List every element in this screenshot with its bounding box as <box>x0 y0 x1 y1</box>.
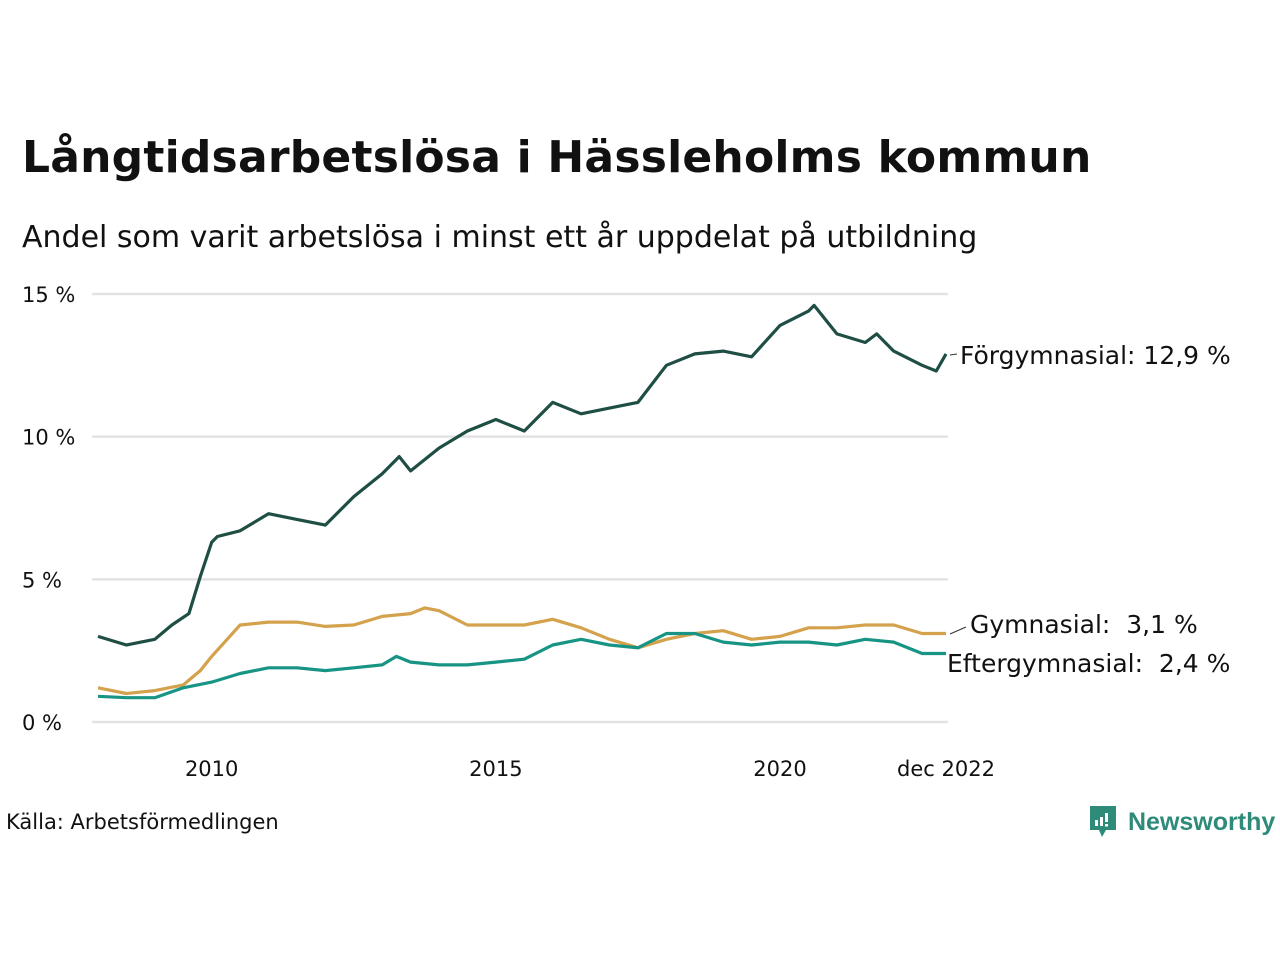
x-tick-label: 2015 <box>469 757 522 781</box>
newsworthy-logo: Newsworthy <box>1088 804 1275 840</box>
chart-title: Långtidsarbetslösa i Hässleholms kommun <box>22 132 1092 183</box>
label-connector <box>949 626 967 635</box>
series-end-label: Förgymnasial: 12,9 % <box>960 341 1231 370</box>
chart-subtitle: Andel som varit arbetslösa i minst ett å… <box>22 220 978 255</box>
series-line-förgymnasial <box>97 303 948 647</box>
series-end-label: Eftergymnasial: 2,4 % <box>947 649 1230 678</box>
y-tick-label: 15 % <box>22 283 75 307</box>
y-tick-label: 10 % <box>22 426 75 450</box>
source-note: Källa: Arbetsförmedlingen <box>6 810 279 834</box>
series-line-gymnasial <box>97 606 946 696</box>
y-tick-label: 5 % <box>22 568 62 592</box>
x-tick-label: 2010 <box>185 757 238 781</box>
y-tick-label: 0 % <box>22 711 62 735</box>
x-tick-label: dec 2022 <box>897 757 995 781</box>
x-tick-label: 2020 <box>753 757 806 781</box>
series-line-eftergymnasial <box>97 631 946 700</box>
series-end-label: Gymnasial: 3,1 % <box>970 610 1198 639</box>
brand-name: Newsworthy <box>1128 807 1276 836</box>
label-connector <box>949 353 958 356</box>
newsworthy-logo-icon <box>1090 806 1116 837</box>
